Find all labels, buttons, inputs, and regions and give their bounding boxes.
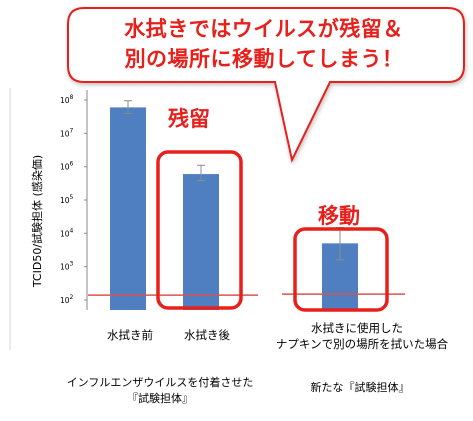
y-tick-label: 105 bbox=[60, 194, 74, 205]
footer-right: 新たな『試験担体』 bbox=[310, 381, 410, 394]
y-tick-label: 104 bbox=[60, 227, 74, 238]
footer-left-line-2: 『試験担体』 bbox=[127, 392, 193, 405]
y-tick-label: 102 bbox=[60, 294, 74, 305]
bar-2 bbox=[183, 174, 219, 310]
callout-line-2: 別の場所に移動してしまう！ bbox=[124, 47, 404, 71]
y-tick-label: 108 bbox=[60, 94, 74, 105]
category-label-napkin-line-1: 水拭きに使用した bbox=[311, 321, 403, 335]
moved-annotation: 移動 bbox=[318, 204, 360, 228]
y-tick-label: 107 bbox=[60, 127, 74, 138]
category-label-after: 水拭き後 bbox=[184, 328, 230, 342]
callout-line-1: 水拭きではウイルスが残留＆ bbox=[124, 17, 404, 41]
category-label-napkin-line-2: ナプキンで別の場所を拭いた場合 bbox=[275, 337, 449, 351]
residual-highlight-box bbox=[156, 150, 243, 310]
y-axis-label: TCID50/試験担体 (感染価) bbox=[31, 154, 44, 288]
footer-left-line-1: インフルエンザウイルスを付着させた bbox=[66, 376, 254, 389]
category-label-before: 水拭き前 bbox=[107, 328, 153, 342]
y-tick-label: 103 bbox=[60, 261, 74, 272]
residual-annotation: 残留 bbox=[168, 107, 210, 131]
moved-highlight-box bbox=[293, 227, 389, 312]
y-tick-label: 106 bbox=[60, 161, 74, 172]
speech-bubble-shape bbox=[67, 7, 465, 164]
bar-1 bbox=[110, 107, 146, 310]
